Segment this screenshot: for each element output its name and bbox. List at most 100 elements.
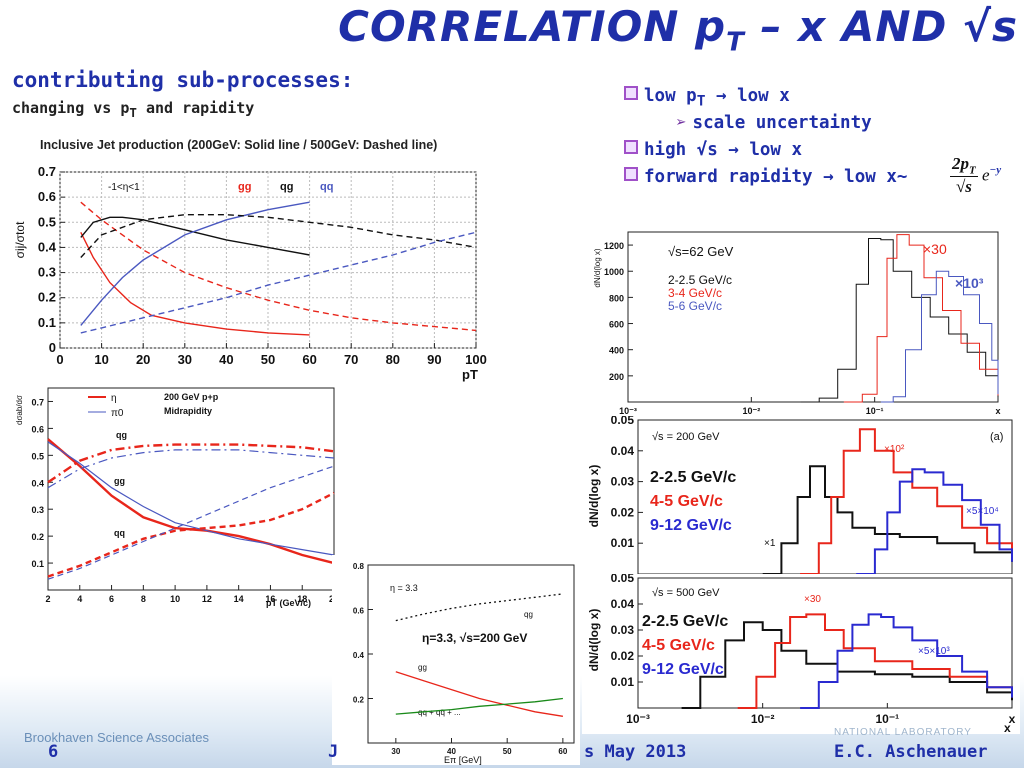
chart-subtitle: Midrapidity	[164, 406, 212, 416]
series-line	[47, 491, 335, 578]
chart-sqrt-s-200: 0.01 0.02 0.03 0.04 0.05 dN/d(log x) √s = 200 …	[582, 413, 1020, 576]
series-line	[80, 231, 477, 334]
section-subheading: changing vs pT and rapidity	[12, 99, 255, 120]
scale-x5e4: ×5×10⁴	[966, 506, 999, 517]
x-tick-label: 40	[447, 747, 456, 756]
x-tick-label: 8	[141, 594, 146, 604]
x-tick-label: 10⁻²	[751, 712, 775, 726]
series-line	[843, 234, 999, 403]
series-line	[47, 438, 335, 565]
bullet-box-icon	[624, 167, 638, 181]
y-tick-label: 0.03	[611, 475, 635, 489]
scale-x1: ×1	[764, 538, 776, 549]
plot-frame	[47, 387, 335, 591]
series-line	[681, 621, 1013, 709]
x-tick-label: x	[995, 406, 1000, 416]
chart-inclusive-jet: Inclusive Jet production (200GeV: Solid …	[10, 130, 498, 382]
bullet-high-sqrt-s: high √s → low x	[624, 140, 802, 160]
y-axis-label: dN/d(log x)	[587, 465, 601, 528]
series-line	[856, 468, 1013, 575]
y-tick-label: 0.03	[611, 623, 635, 637]
y-tick-label: 0.3	[31, 505, 44, 515]
x-tick-label: 12	[202, 594, 212, 604]
x-tick-label: 10	[94, 352, 108, 367]
y-axis-label: dN/d(log x)	[587, 609, 601, 672]
series-line	[47, 449, 335, 489]
footer-left-fragment: J	[328, 742, 339, 762]
series-line	[762, 465, 1013, 575]
y-tick-label: 1200	[604, 241, 624, 251]
bullet-forward-rapidity: forward rapidity → low x~	[624, 167, 907, 187]
legend-5-6: 5-6 GeV/c	[668, 299, 722, 313]
x-tick-label: 10	[170, 594, 180, 604]
scale-x5e3: ×5×10³	[918, 646, 950, 657]
y-tick-label: 0.01	[611, 675, 635, 689]
legend-qq: qq	[320, 181, 333, 193]
series-line	[80, 216, 310, 256]
x-axis-label: x	[1004, 721, 1011, 734]
eta-range-label: -1<η<1	[108, 182, 140, 193]
series-line	[47, 465, 335, 580]
x-tick-label: 4	[77, 594, 82, 604]
y-tick-label: 200	[609, 372, 624, 382]
legend-4-5: 4-5 GeV/c	[650, 493, 723, 510]
y-tick-label: 400	[609, 346, 624, 356]
series-line	[737, 613, 1013, 709]
x-tick-label: 70	[344, 352, 358, 367]
legend-2-2p5: 2-2.5 GeV/c	[650, 469, 736, 486]
legend-2-2p5: 2-2.5 GeV/c	[668, 273, 732, 287]
y-tick-label: 0.4	[31, 478, 44, 488]
y-tick-label: 0.7	[38, 164, 56, 179]
series-line	[395, 671, 564, 717]
series-line	[47, 443, 335, 484]
y-tick-label: 0.2	[38, 290, 56, 305]
chart-title: √s = 500 GeV	[652, 587, 720, 599]
chart-title: 200 GeV p+p	[164, 392, 219, 402]
label-qg: qg	[524, 610, 533, 619]
x-tick-label: 90	[427, 352, 441, 367]
x-tick-label: 40	[219, 352, 233, 367]
x-tick-label: 18	[297, 594, 307, 604]
series-line	[80, 201, 477, 332]
legend-9-12: 9-12 GeV/c	[642, 661, 724, 678]
legend-gg: gg	[238, 181, 251, 193]
section-heading: contributing sub-processes:	[12, 68, 354, 92]
x-tick-label: 100	[465, 352, 487, 367]
x-axis-label: pT (GeV/c)	[266, 598, 311, 608]
y-axis-label: dσab/dσ	[15, 395, 24, 425]
label-qq: qq + qq̄ + ...	[418, 708, 461, 717]
chart-title: √s = 200 GeV	[652, 431, 720, 443]
chart-200gev-pp: 0.10.20.30.40.50.60.72468101214161820pT …	[8, 380, 339, 612]
x-tick-label: 50	[261, 352, 275, 367]
y-tick-label: 0.04	[611, 444, 635, 458]
arrow-bullet-icon: ➢	[676, 113, 687, 133]
x-tick-label: 14	[234, 594, 244, 604]
scale-x30: ×30	[923, 241, 947, 257]
y-tick-label: 0.7	[31, 397, 44, 407]
series-line	[395, 697, 563, 715]
legend-pi0: π0	[111, 408, 124, 419]
x-tick-label: 30	[391, 747, 400, 756]
label-gg: gg	[418, 663, 427, 672]
series-line	[47, 441, 335, 556]
y-tick-label: 600	[609, 320, 624, 330]
y-tick-label: 0.04	[611, 597, 635, 611]
x-tick-label: 10⁻³	[626, 712, 650, 726]
footer-author: E.C. Aschenauer	[834, 742, 988, 762]
series-line	[395, 593, 563, 622]
y-tick-label: 0.4	[38, 239, 57, 254]
y-tick-label: 0.2	[31, 532, 44, 542]
y-tick-label: 800	[609, 293, 624, 303]
legend-3-4: 3-4 GeV/c	[668, 286, 722, 300]
y-tick-label: 0.05	[611, 574, 635, 585]
panel-tag: (a)	[990, 431, 1003, 443]
bullet-box-icon	[624, 140, 638, 154]
annotation-eta: η = 3.3	[390, 583, 418, 593]
y-axis-label: σij/σtot	[13, 221, 27, 258]
legend-qg: qg	[280, 181, 293, 193]
series-line	[800, 238, 999, 403]
y-tick-label: 1000	[604, 267, 624, 277]
y-tick-label: 0.6	[353, 607, 365, 616]
y-tick-label: 0.1	[38, 315, 56, 330]
footer-date: s May 2013	[584, 742, 687, 762]
